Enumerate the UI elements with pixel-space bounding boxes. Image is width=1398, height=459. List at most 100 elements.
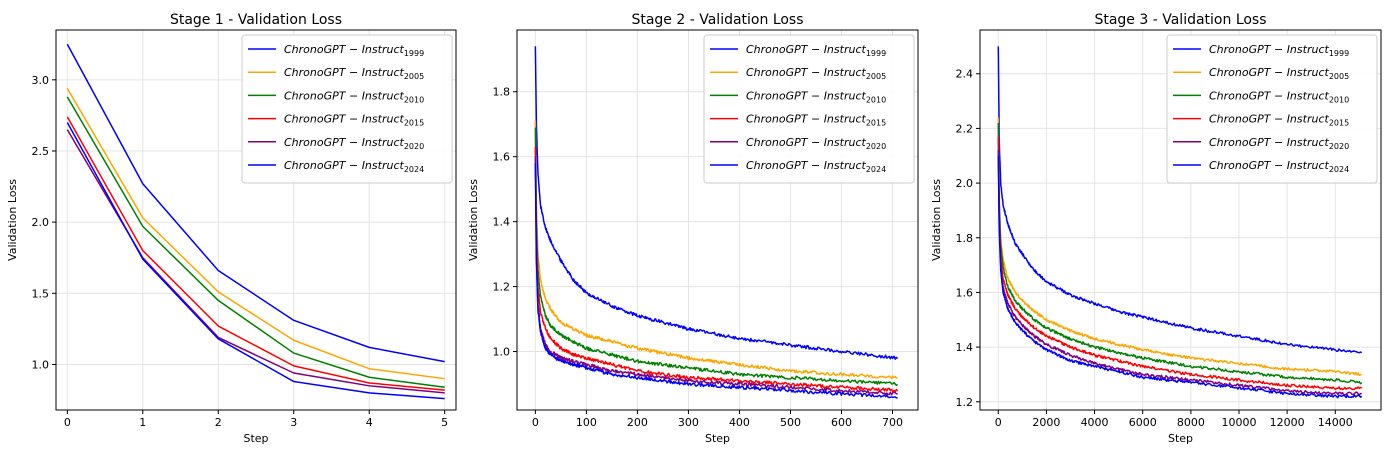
y-axis-label: Validation Loss: [930, 179, 943, 261]
series-line-2010: [997, 122, 1363, 385]
series-line-2015: [66, 116, 445, 391]
y-tick-label: 1.6: [956, 286, 974, 299]
legend-entry: ChronoGPT − Instruct2005: [284, 66, 424, 81]
y-tick-label: 2.2: [956, 122, 974, 135]
legend-entry-subscript: 1999: [1329, 49, 1349, 58]
series-line-2024: [66, 122, 445, 400]
x-tick-label: 2: [215, 416, 222, 429]
legend-entry-name: ChronoGPT − Instruct: [746, 159, 866, 172]
x-tick-label: 1: [139, 416, 146, 429]
legend-entry-subscript: 2015: [866, 119, 886, 128]
series-line-1999: [66, 43, 445, 363]
y-tick-label: 1.6: [493, 151, 511, 164]
legend-entry-name: ChronoGPT − Instruct: [284, 159, 404, 172]
y-tick-label: 1.4: [956, 341, 974, 354]
stage-1-loss-chart: 0 1 2 3 4 5 1.0 1.5 2.0 2.5 3.0 Stage 1 - Validatio…: [6, 12, 457, 445]
chart-title: Stage 1 - Validation Loss: [170, 12, 342, 28]
legend-entry-subscript: 2005: [866, 72, 886, 81]
x-tick-label: 6000: [1129, 416, 1157, 429]
chart-title: Stage 2 - Validation Loss: [631, 12, 803, 28]
legend-entry-name: ChronoGPT − Instruct: [1209, 159, 1329, 172]
series-line-2024: [534, 163, 898, 399]
x-tick-label: 0: [532, 416, 539, 429]
series-line-1999: [997, 46, 1363, 354]
legend-entry-subscript: 2010: [404, 95, 424, 104]
y-tick-label: 2.0: [956, 177, 974, 190]
series-line-2010: [534, 127, 899, 387]
legend-entry-subscript: 2020: [404, 142, 424, 151]
plot-frame: [979, 29, 1382, 411]
legend-entry-name: ChronoGPT − Instruct: [284, 66, 404, 79]
legend-entry: ChronoGPT − Instruct1999: [746, 43, 886, 58]
legend-entry: ChronoGPT − Instruct2020: [284, 136, 424, 151]
legend-entry-name: ChronoGPT − Instruct: [746, 43, 866, 56]
legend-entry-subscript: 2005: [1329, 72, 1349, 81]
series-lines: [66, 43, 445, 400]
y-axis-label: Validation Loss: [467, 179, 480, 261]
legend-entry: ChronoGPT − Instruct2015: [1209, 113, 1349, 128]
legend-entry: ChronoGPT − Instruct2010: [284, 89, 424, 104]
x-axis-label: Step: [705, 432, 730, 445]
legend-entry-name: ChronoGPT − Instruct: [284, 136, 404, 149]
x-tick-label: 0: [64, 416, 71, 429]
x-axis-label: Step: [1168, 432, 1193, 445]
legend-entry: ChronoGPT − Instruct2010: [746, 89, 886, 104]
stage-2-loss-chart: 0 100 200 300 400 500 600 700 1.0 1.2 1.4 1.6 1.8 Sta…: [467, 12, 919, 445]
x-tick-label: 100: [576, 416, 597, 429]
legend-entry-subscript: 2015: [1329, 119, 1349, 128]
plot-frame: [55, 29, 457, 411]
legend-entry-name: ChronoGPT − Instruct: [746, 113, 866, 126]
x-tick-label: 4: [366, 416, 373, 429]
legend-entry-name: ChronoGPT − Instruct: [284, 89, 404, 102]
legend-entry: ChronoGPT − Instruct2005: [746, 66, 886, 81]
series-line-2020: [534, 156, 898, 396]
series-line-2005: [534, 120, 898, 380]
legend-entry-subscript: 2024: [866, 165, 886, 174]
series-line-2010: [66, 96, 445, 388]
y-tick-label: 2.4: [956, 68, 974, 81]
x-tick-label: 400: [729, 416, 750, 429]
legend-entry-name: ChronoGPT − Instruct: [284, 43, 404, 56]
legend-entry-name: ChronoGPT − Instruct: [1209, 136, 1329, 149]
legend-box: [1166, 34, 1378, 184]
legend-entry: ChronoGPT − Instruct2024: [746, 159, 886, 174]
y-tick-label: 1.5: [32, 287, 50, 300]
plot-frame: [516, 29, 919, 411]
legend-entry: ChronoGPT − Instruct2005: [1209, 66, 1349, 81]
legend-entry: ChronoGPT − Instruct1999: [1209, 43, 1349, 58]
x-axis-label: Step: [243, 432, 268, 445]
series-line-2005: [66, 87, 445, 380]
series-lines: [997, 46, 1363, 399]
x-tick-label: 5: [441, 416, 448, 429]
y-tick-label: 2.5: [32, 145, 50, 158]
legend-entry-subscript: 2015: [404, 119, 424, 128]
x-tick-label: 700: [882, 416, 903, 429]
legend-entry-subscript: 1999: [866, 49, 886, 58]
series-line-2024: [997, 155, 1363, 399]
x-tick-label: 3: [290, 416, 297, 429]
legend-entry: ChronoGPT − Instruct2020: [1209, 136, 1349, 151]
series-line-1999: [534, 46, 899, 360]
legend-entry-subscript: 2010: [1329, 95, 1349, 104]
x-tick-label: 4000: [1081, 416, 1109, 429]
legend-entry-name: ChronoGPT − Instruct: [746, 136, 866, 149]
series-lines: [534, 46, 899, 399]
legend-entry: ChronoGPT − Instruct2015: [284, 113, 424, 128]
y-axis-label: Validation Loss: [6, 179, 19, 261]
legend-box: [241, 34, 453, 184]
legend-entry: ChronoGPT − Instruct2015: [746, 113, 886, 128]
x-tick-label: 2000: [1032, 416, 1060, 429]
x-tick-label: 0: [995, 416, 1002, 429]
chart-title: Stage 3 - Validation Loss: [1094, 12, 1266, 28]
legend-entry-subscript: 1999: [404, 49, 424, 58]
legend-entry-subscript: 2020: [1329, 142, 1349, 151]
legend-box: [703, 34, 915, 184]
legend-entry-name: ChronoGPT − Instruct: [284, 113, 404, 126]
legend-entry-subscript: 2024: [1329, 165, 1349, 174]
legend-entry: ChronoGPT − Instruct2024: [1209, 159, 1349, 174]
legend-entry-name: ChronoGPT − Instruct: [1209, 89, 1329, 102]
x-tick-label: 10000: [1221, 416, 1256, 429]
